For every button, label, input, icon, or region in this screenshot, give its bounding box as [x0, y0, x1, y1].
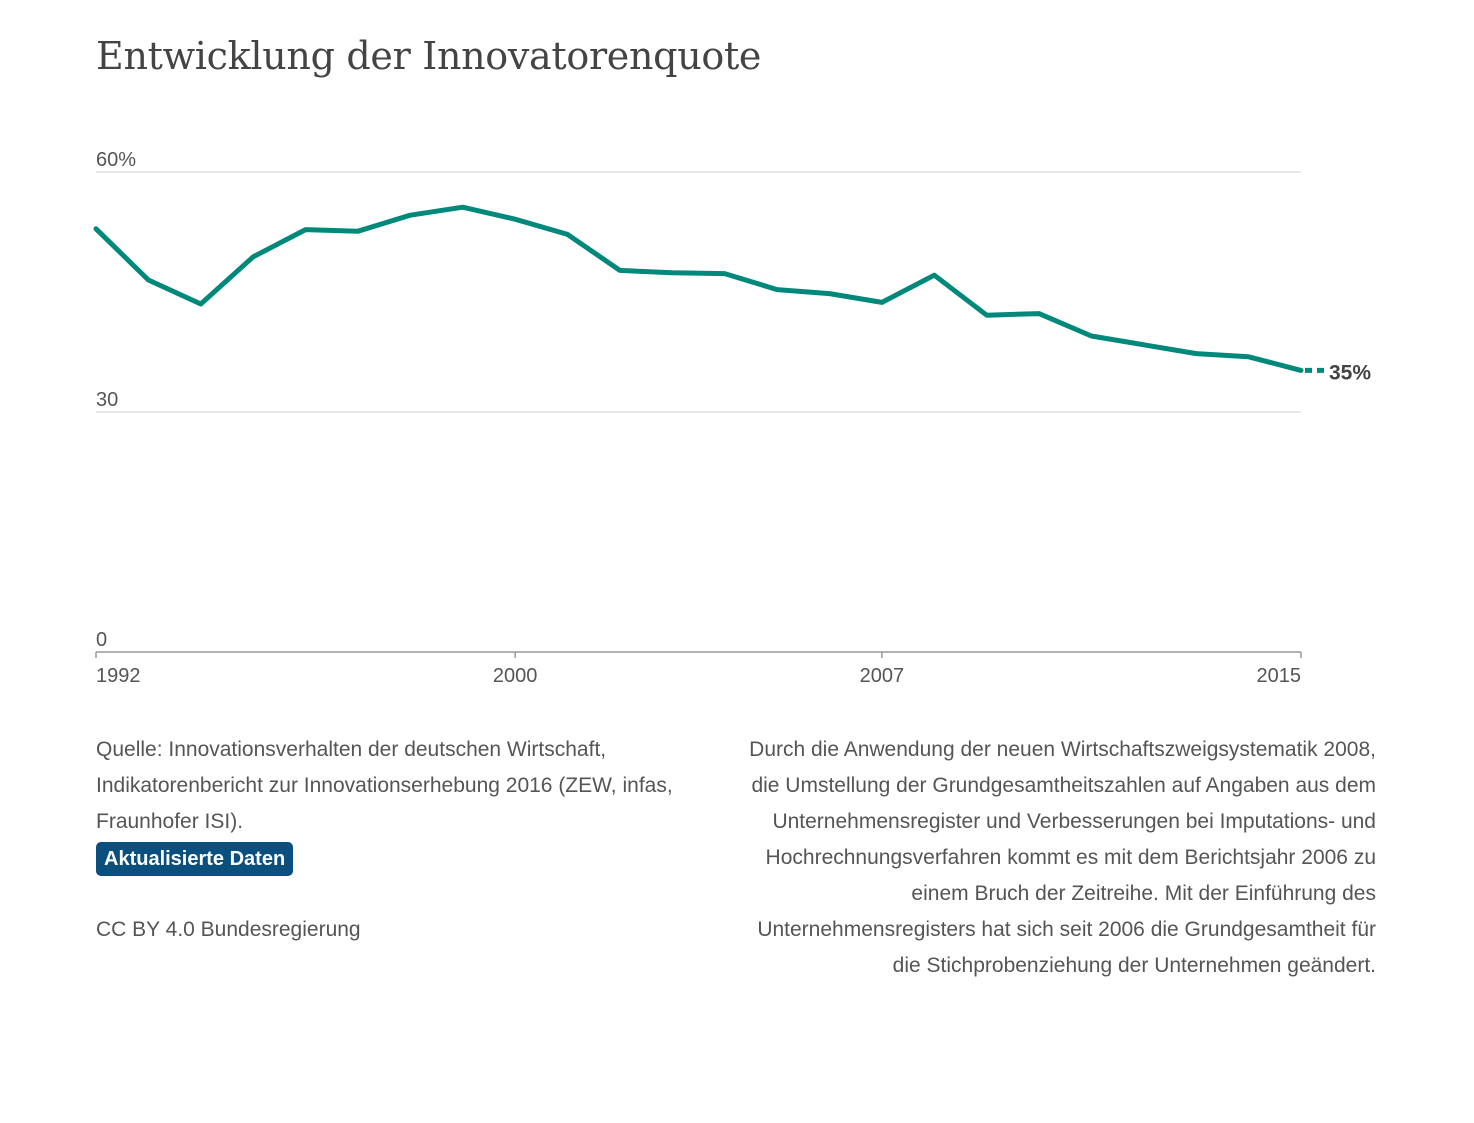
end-value-label: 35% — [1329, 361, 1371, 384]
x-tick-label: 2000 — [493, 665, 538, 687]
updated-data-button[interactable]: Aktualisierte Daten — [96, 842, 294, 876]
x-tick-label: 2015 — [1257, 665, 1302, 687]
y-tick-label: 60% — [96, 149, 136, 171]
chart-title: Entwicklung der Innovatorenquote — [96, 34, 762, 78]
source-block: Quelle: Innovationsverhalten der deutsch… — [96, 732, 736, 877]
series-line — [93, 204, 1304, 373]
y-tick-label: 0 — [96, 629, 107, 651]
source-text: Quelle: Innovationsverhalten der deutsch… — [96, 738, 673, 833]
x-tick-label: 2007 — [860, 665, 905, 687]
x-tick-label: 1992 — [96, 665, 141, 687]
y-tick-label: 30 — [96, 389, 118, 411]
methodology-note: Durch die Anwendung der neuen Wirtschaft… — [749, 738, 1376, 977]
license-text: CC BY 4.0 Bundesregierung — [96, 918, 361, 941]
line-chart: 0 30 60% 1992 2000 2007 2015 35% — [93, 149, 1371, 687]
